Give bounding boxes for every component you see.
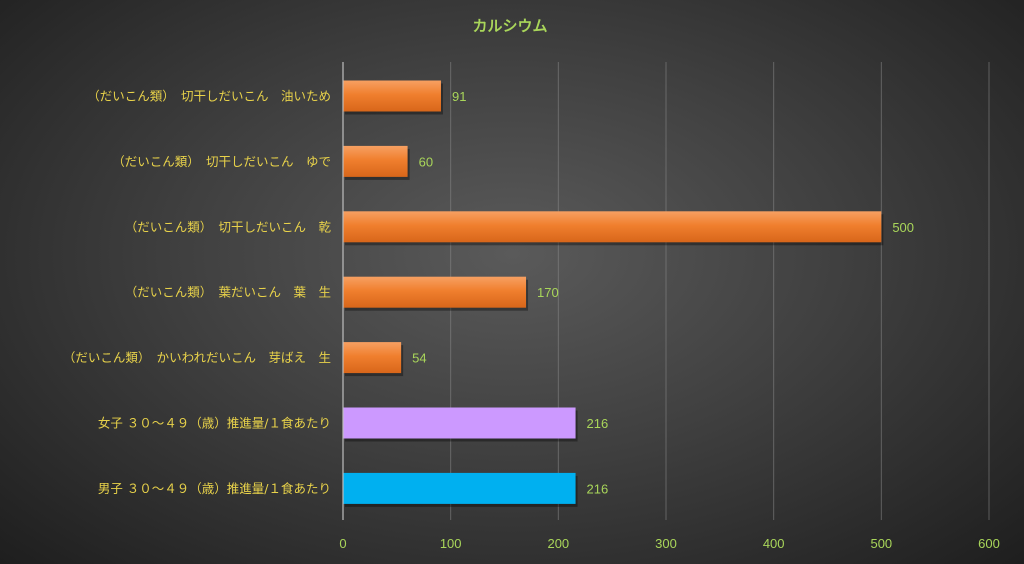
x-tick-label: 400 bbox=[763, 536, 785, 551]
x-tick-label: 500 bbox=[870, 536, 892, 551]
x-tick-label: 600 bbox=[978, 536, 1000, 551]
x-tick-label: 200 bbox=[547, 536, 569, 551]
bar bbox=[343, 145, 408, 177]
category-label: 女子 ３０～４９（歳）推進量/１食あたり bbox=[98, 416, 331, 431]
bar bbox=[343, 80, 441, 112]
bar bbox=[343, 276, 527, 308]
category-label: （だいこん類） 切干しだいこん 油いため bbox=[87, 89, 331, 104]
data-label: 216 bbox=[587, 416, 609, 431]
data-label: 60 bbox=[419, 154, 433, 169]
data-label: 54 bbox=[412, 351, 426, 366]
bars bbox=[343, 80, 884, 507]
data-label: 170 bbox=[537, 285, 559, 300]
x-tick-label: 0 bbox=[339, 536, 346, 551]
category-label: （だいこん類） 切干しだいこん 乾 bbox=[125, 219, 332, 234]
category-label: （だいこん類） 葉だいこん 葉 生 bbox=[125, 285, 331, 300]
bar bbox=[343, 342, 402, 374]
data-label: 91 bbox=[452, 89, 466, 104]
data-label: 216 bbox=[587, 481, 609, 496]
data-label: 500 bbox=[892, 220, 914, 235]
category-labels: （だいこん類） 切干しだいこん 油いため （だいこん類） 切干しだいこん ゆで （だ… bbox=[63, 89, 332, 496]
x-tick-label: 100 bbox=[440, 536, 462, 551]
chart-title: カルシウム bbox=[472, 17, 547, 35]
category-label: （だいこん類） 切干しだいこん ゆで bbox=[112, 154, 331, 169]
category-label: （だいこん類） かいわれだいこん 芽ばえ 生 bbox=[63, 350, 331, 365]
x-tick-label: 300 bbox=[655, 536, 677, 551]
category-label: 男子 ３０～４９（歳）推進量/１食あたり bbox=[98, 481, 331, 496]
bar bbox=[343, 407, 576, 439]
x-axis-ticks: 0 100 200 300 400 500 600 bbox=[339, 536, 999, 551]
bar bbox=[343, 472, 576, 504]
data-labels: 91 60 500 170 54 216 216 bbox=[412, 89, 914, 496]
grid-lines bbox=[450, 62, 990, 520]
bar bbox=[343, 211, 882, 243]
